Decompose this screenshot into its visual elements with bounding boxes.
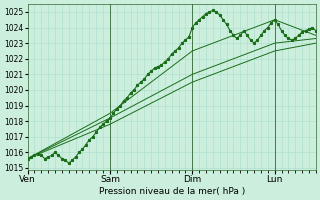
- X-axis label: Pression niveau de la mer( hPa ): Pression niveau de la mer( hPa ): [99, 187, 245, 196]
